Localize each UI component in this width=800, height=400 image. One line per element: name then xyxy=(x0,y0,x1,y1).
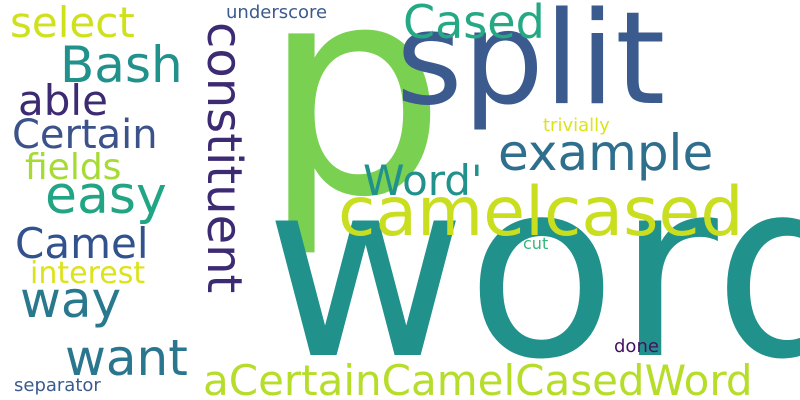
word-fields: fields xyxy=(25,147,122,188)
word-constituent: constituent xyxy=(196,22,252,294)
word-word: word xyxy=(265,128,800,400)
word-select: select xyxy=(10,0,135,47)
word-bash: Bash xyxy=(60,36,183,94)
word-camel: Camel xyxy=(15,219,149,268)
word-cased: Cased xyxy=(403,0,545,49)
word-acertaincamelcasedword: aCertainCamelCasedWord xyxy=(203,356,753,400)
word-cut: cut xyxy=(523,234,549,253)
word-camelcased: camelcased xyxy=(338,173,744,252)
word-way: way xyxy=(20,271,122,329)
word-easy: easy xyxy=(45,166,167,226)
word-done: done xyxy=(614,336,659,357)
word-split: split xyxy=(396,0,666,134)
word-interest: interest xyxy=(30,256,146,291)
word-word-quote: Word' xyxy=(363,156,483,205)
word-trivially: trivially xyxy=(543,115,610,136)
word-separator: separator xyxy=(14,375,101,396)
word-want: want xyxy=(65,329,188,387)
word-example: example xyxy=(498,124,714,182)
word-underscore: underscore xyxy=(226,2,328,23)
word-certain: Certain xyxy=(12,112,158,158)
word-able: able xyxy=(18,76,108,125)
word-p: p xyxy=(262,0,447,261)
